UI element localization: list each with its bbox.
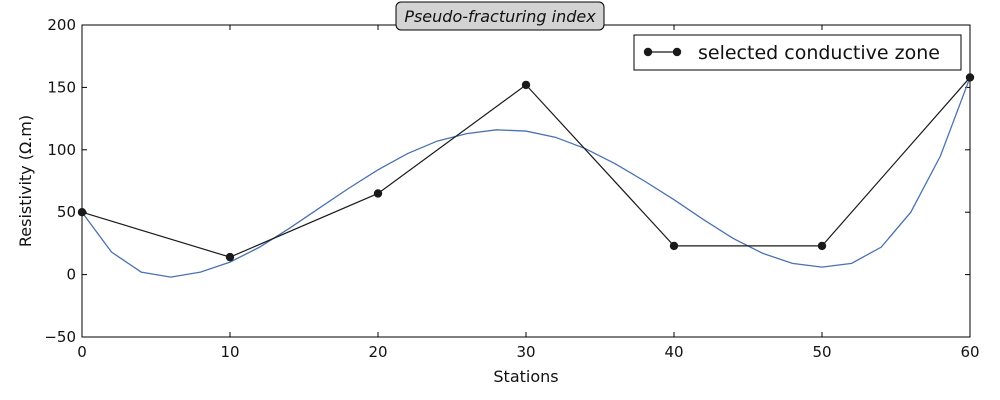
y-tick-label: 100 [47, 141, 76, 159]
chart-title-box: Pseudo-fracturing index [395, 1, 605, 31]
y-tick-label: 150 [47, 78, 76, 96]
conductive-zone-point [521, 80, 531, 90]
conductive-zone-point [225, 252, 235, 262]
conductive-zone-point [373, 189, 383, 198]
legend-label: selected conductive zone [698, 42, 940, 64]
x-ticks: 0 10 20 30 40 50 60 [77, 25, 980, 361]
smooth-fit-line [81, 77, 971, 278]
y-tick-label: 200 [47, 16, 76, 34]
y-tick-label: 50 [57, 203, 76, 221]
x-axis-label: Stations [493, 367, 558, 386]
conductive-zone-point [817, 241, 827, 251]
x-tick-label: 40 [664, 343, 683, 361]
conductive-zone-point [669, 241, 679, 251]
title-background [395, 1, 605, 31]
x-tick-label: 60 [960, 343, 979, 361]
legend-marker-left [643, 47, 653, 57]
x-tick-label: 0 [77, 343, 87, 361]
x-tick-label: 10 [220, 343, 239, 361]
x-tick-label: 30 [516, 343, 535, 361]
y-axis-label: Resistivity (Ω.m) [16, 115, 35, 247]
legend-box [633, 34, 962, 71]
legend: selected conductive zone [633, 34, 962, 71]
series-layer [77, 73, 975, 278]
plot-area [81, 24, 971, 338]
y-tick-label: −50 [44, 328, 76, 346]
y-ticks: −50 0 50 100 150 200 [44, 16, 970, 346]
y-tick-label: 0 [66, 266, 76, 284]
x-tick-label: 50 [812, 343, 831, 361]
legend-marker-right [672, 47, 682, 57]
chart-title: Pseudo-fracturing index [404, 7, 596, 26]
conductive-zone-point [77, 208, 87, 217]
conductive-zone-point [965, 73, 975, 82]
x-tick-label: 20 [368, 343, 387, 361]
